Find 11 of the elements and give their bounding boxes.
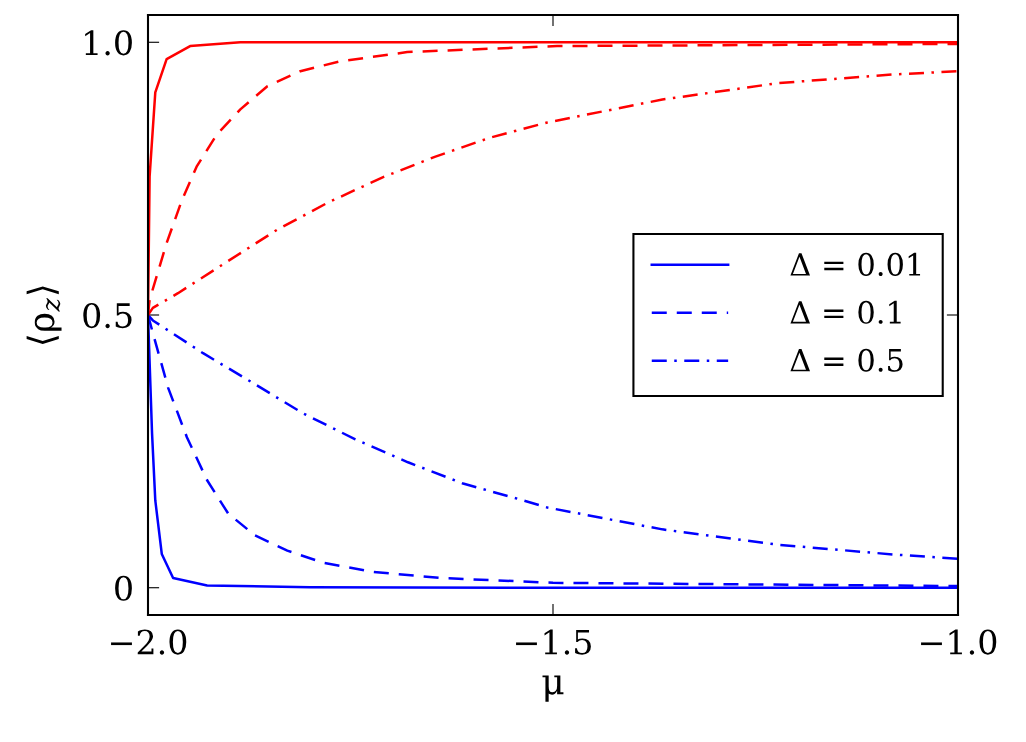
x-tick-label: −1.5	[516, 629, 591, 655]
y-axis-title: ⟨ρ$_{z}$⟩	[26, 286, 62, 344]
y-tick-label: 1.0	[85, 30, 132, 56]
x-tick-label: −1.0	[921, 629, 997, 655]
x-tick-label: −2.0	[111, 629, 187, 655]
x-axis-title: μ	[542, 675, 564, 702]
legend-label: Δ = 0.5	[790, 348, 903, 372]
legend-label: Δ = 0.1	[790, 300, 901, 324]
y-tick-label: 0	[115, 575, 132, 601]
legend-label: Δ = 0.01	[790, 252, 921, 276]
y-tick-label: 0.5	[83, 302, 132, 329]
